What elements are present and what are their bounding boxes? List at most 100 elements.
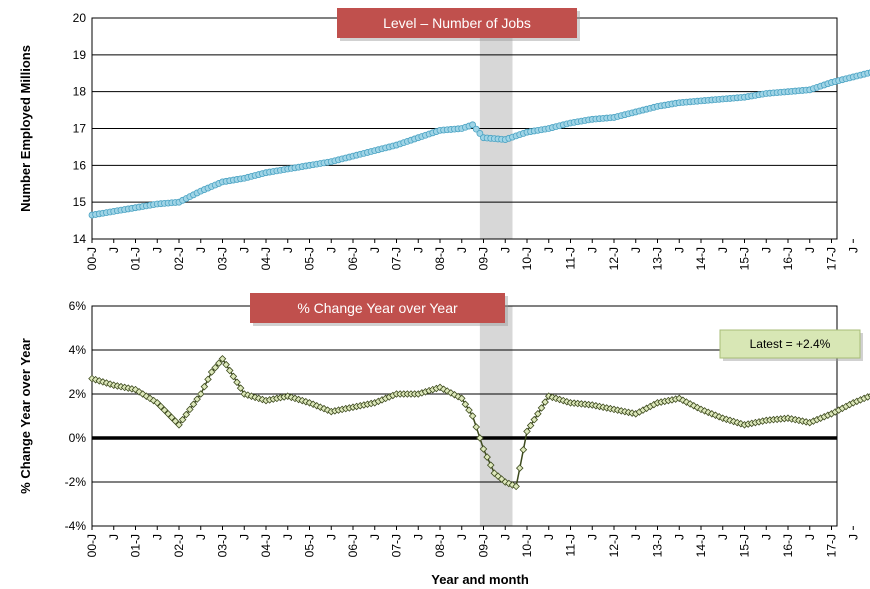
- data-point: [505, 479, 513, 488]
- x-tick-label: 08-J: [433, 534, 447, 557]
- x-tick-label: 04-J: [259, 534, 273, 557]
- data-point: [497, 475, 506, 483]
- x-tick-label: 14-J: [694, 534, 708, 557]
- x-tick-label: J: [368, 534, 382, 540]
- x-tick-label: 01-J: [129, 247, 143, 270]
- y-tick-label: 18: [73, 85, 87, 99]
- data-point: [479, 445, 488, 453]
- data-point: [160, 406, 169, 414]
- data-point: [175, 421, 183, 429]
- x-tick-label: J: [585, 534, 599, 540]
- x-tick-label: J: [498, 247, 512, 253]
- data-point: [229, 372, 238, 381]
- data-point: [157, 402, 165, 411]
- data-point: [523, 427, 531, 436]
- y-tick-label: 6%: [69, 299, 87, 313]
- x-tick-label: 10-J: [520, 534, 534, 557]
- x-tick-label: J: [542, 247, 556, 253]
- x-tick-label: J: [281, 247, 295, 253]
- x-tick-label: J: [716, 247, 730, 253]
- x-tick-label: J: [455, 534, 469, 540]
- x-tick-label: J: [368, 247, 382, 253]
- y-tick-label: -2%: [65, 475, 87, 489]
- x-tick-label: J: [107, 534, 121, 540]
- chart-title-box: [250, 293, 505, 323]
- series-markers: [88, 355, 870, 491]
- x-tick-label: 00-J: [85, 534, 99, 557]
- data-point: [138, 390, 147, 398]
- data-point: [131, 385, 140, 394]
- x-tick-label: J: [629, 247, 643, 253]
- data-point: [146, 394, 154, 403]
- data-point: [443, 387, 452, 395]
- x-tick-label: J: [411, 534, 425, 540]
- data-point: [193, 395, 201, 403]
- x-tick-label: 18-J: [868, 247, 870, 270]
- x-tick-label: J: [107, 247, 121, 253]
- data-point: [519, 445, 528, 454]
- data-point: [465, 406, 473, 414]
- x-tick-label: 07-J: [390, 534, 404, 557]
- data-point: [164, 410, 172, 418]
- x-tick-label: J: [194, 247, 208, 253]
- data-point: [149, 396, 158, 405]
- data-point: [233, 378, 241, 387]
- data-point: [454, 392, 462, 401]
- data-point: [472, 125, 480, 133]
- data-point: [309, 400, 317, 409]
- data-point: [211, 363, 220, 372]
- x-tick-label: J: [629, 534, 643, 540]
- data-point: [526, 421, 535, 430]
- data-point: [534, 410, 542, 418]
- data-point: [682, 398, 691, 406]
- latest-note: Latest = +2.4%: [750, 337, 831, 351]
- data-point: [512, 482, 520, 491]
- data-point: [469, 121, 477, 129]
- x-tick-label: J: [194, 534, 208, 540]
- data-point: [711, 411, 720, 420]
- y-tick-label: 15: [73, 195, 87, 209]
- x-tick-label: 15-J: [738, 534, 752, 557]
- x-tick-label: 14-J: [694, 247, 708, 270]
- x-tick-label: J: [846, 534, 860, 540]
- x-tick-label: J: [237, 247, 251, 253]
- x-tick-label: 05-J: [303, 247, 317, 270]
- data-point: [196, 390, 205, 398]
- x-tick-label: 08-J: [433, 247, 447, 270]
- data-point: [215, 359, 223, 367]
- y-tick-label: 20: [73, 11, 87, 25]
- x-tick-label: J: [324, 247, 338, 253]
- data-point: [178, 415, 187, 424]
- data-point: [483, 453, 491, 461]
- data-point: [530, 415, 539, 424]
- data-point: [476, 130, 484, 137]
- x-tick-label: 06-J: [346, 534, 360, 557]
- x-tick-label: 06-J: [346, 247, 360, 270]
- y-axis-label: Number Employed Millions: [18, 45, 33, 212]
- x-tick-label: 17-J: [825, 247, 839, 270]
- data-point: [693, 403, 702, 412]
- change-chart: -4% -2% 0% 2% 4% 6% 00-J J 01-J J 02-J J 03-J J 04-J J 0…: [18, 293, 870, 557]
- level-chart: 14 15 16 17 18 19 20 00-J J 01-J J 02-J J 03-J J 04-J J 0…: [18, 8, 870, 270]
- x-tick-label: 04-J: [259, 247, 273, 270]
- data-point: [461, 400, 470, 409]
- x-tick-label: 18-J: [868, 534, 870, 557]
- x-tick-label: J: [411, 247, 425, 253]
- data-point: [189, 400, 198, 409]
- x-tick-label: J: [846, 247, 860, 253]
- x-tick-label: 12-J: [607, 247, 621, 270]
- x-tick-label: 16-J: [781, 247, 795, 270]
- x-tick-label: J: [150, 247, 164, 253]
- x-tick-label: 10-J: [520, 247, 534, 270]
- x-tick-label: 16-J: [781, 534, 795, 557]
- data-point: [486, 461, 495, 469]
- x-tick-label: J: [716, 534, 730, 540]
- x-tick-label: 11-J: [564, 534, 578, 556]
- x-tick-label: 02-J: [172, 247, 186, 270]
- x-tick-label: J: [237, 534, 251, 540]
- x-tick-label: J: [803, 247, 817, 253]
- data-point: [468, 412, 477, 420]
- x-tick-label: J: [759, 247, 773, 253]
- data-point: [457, 394, 466, 403]
